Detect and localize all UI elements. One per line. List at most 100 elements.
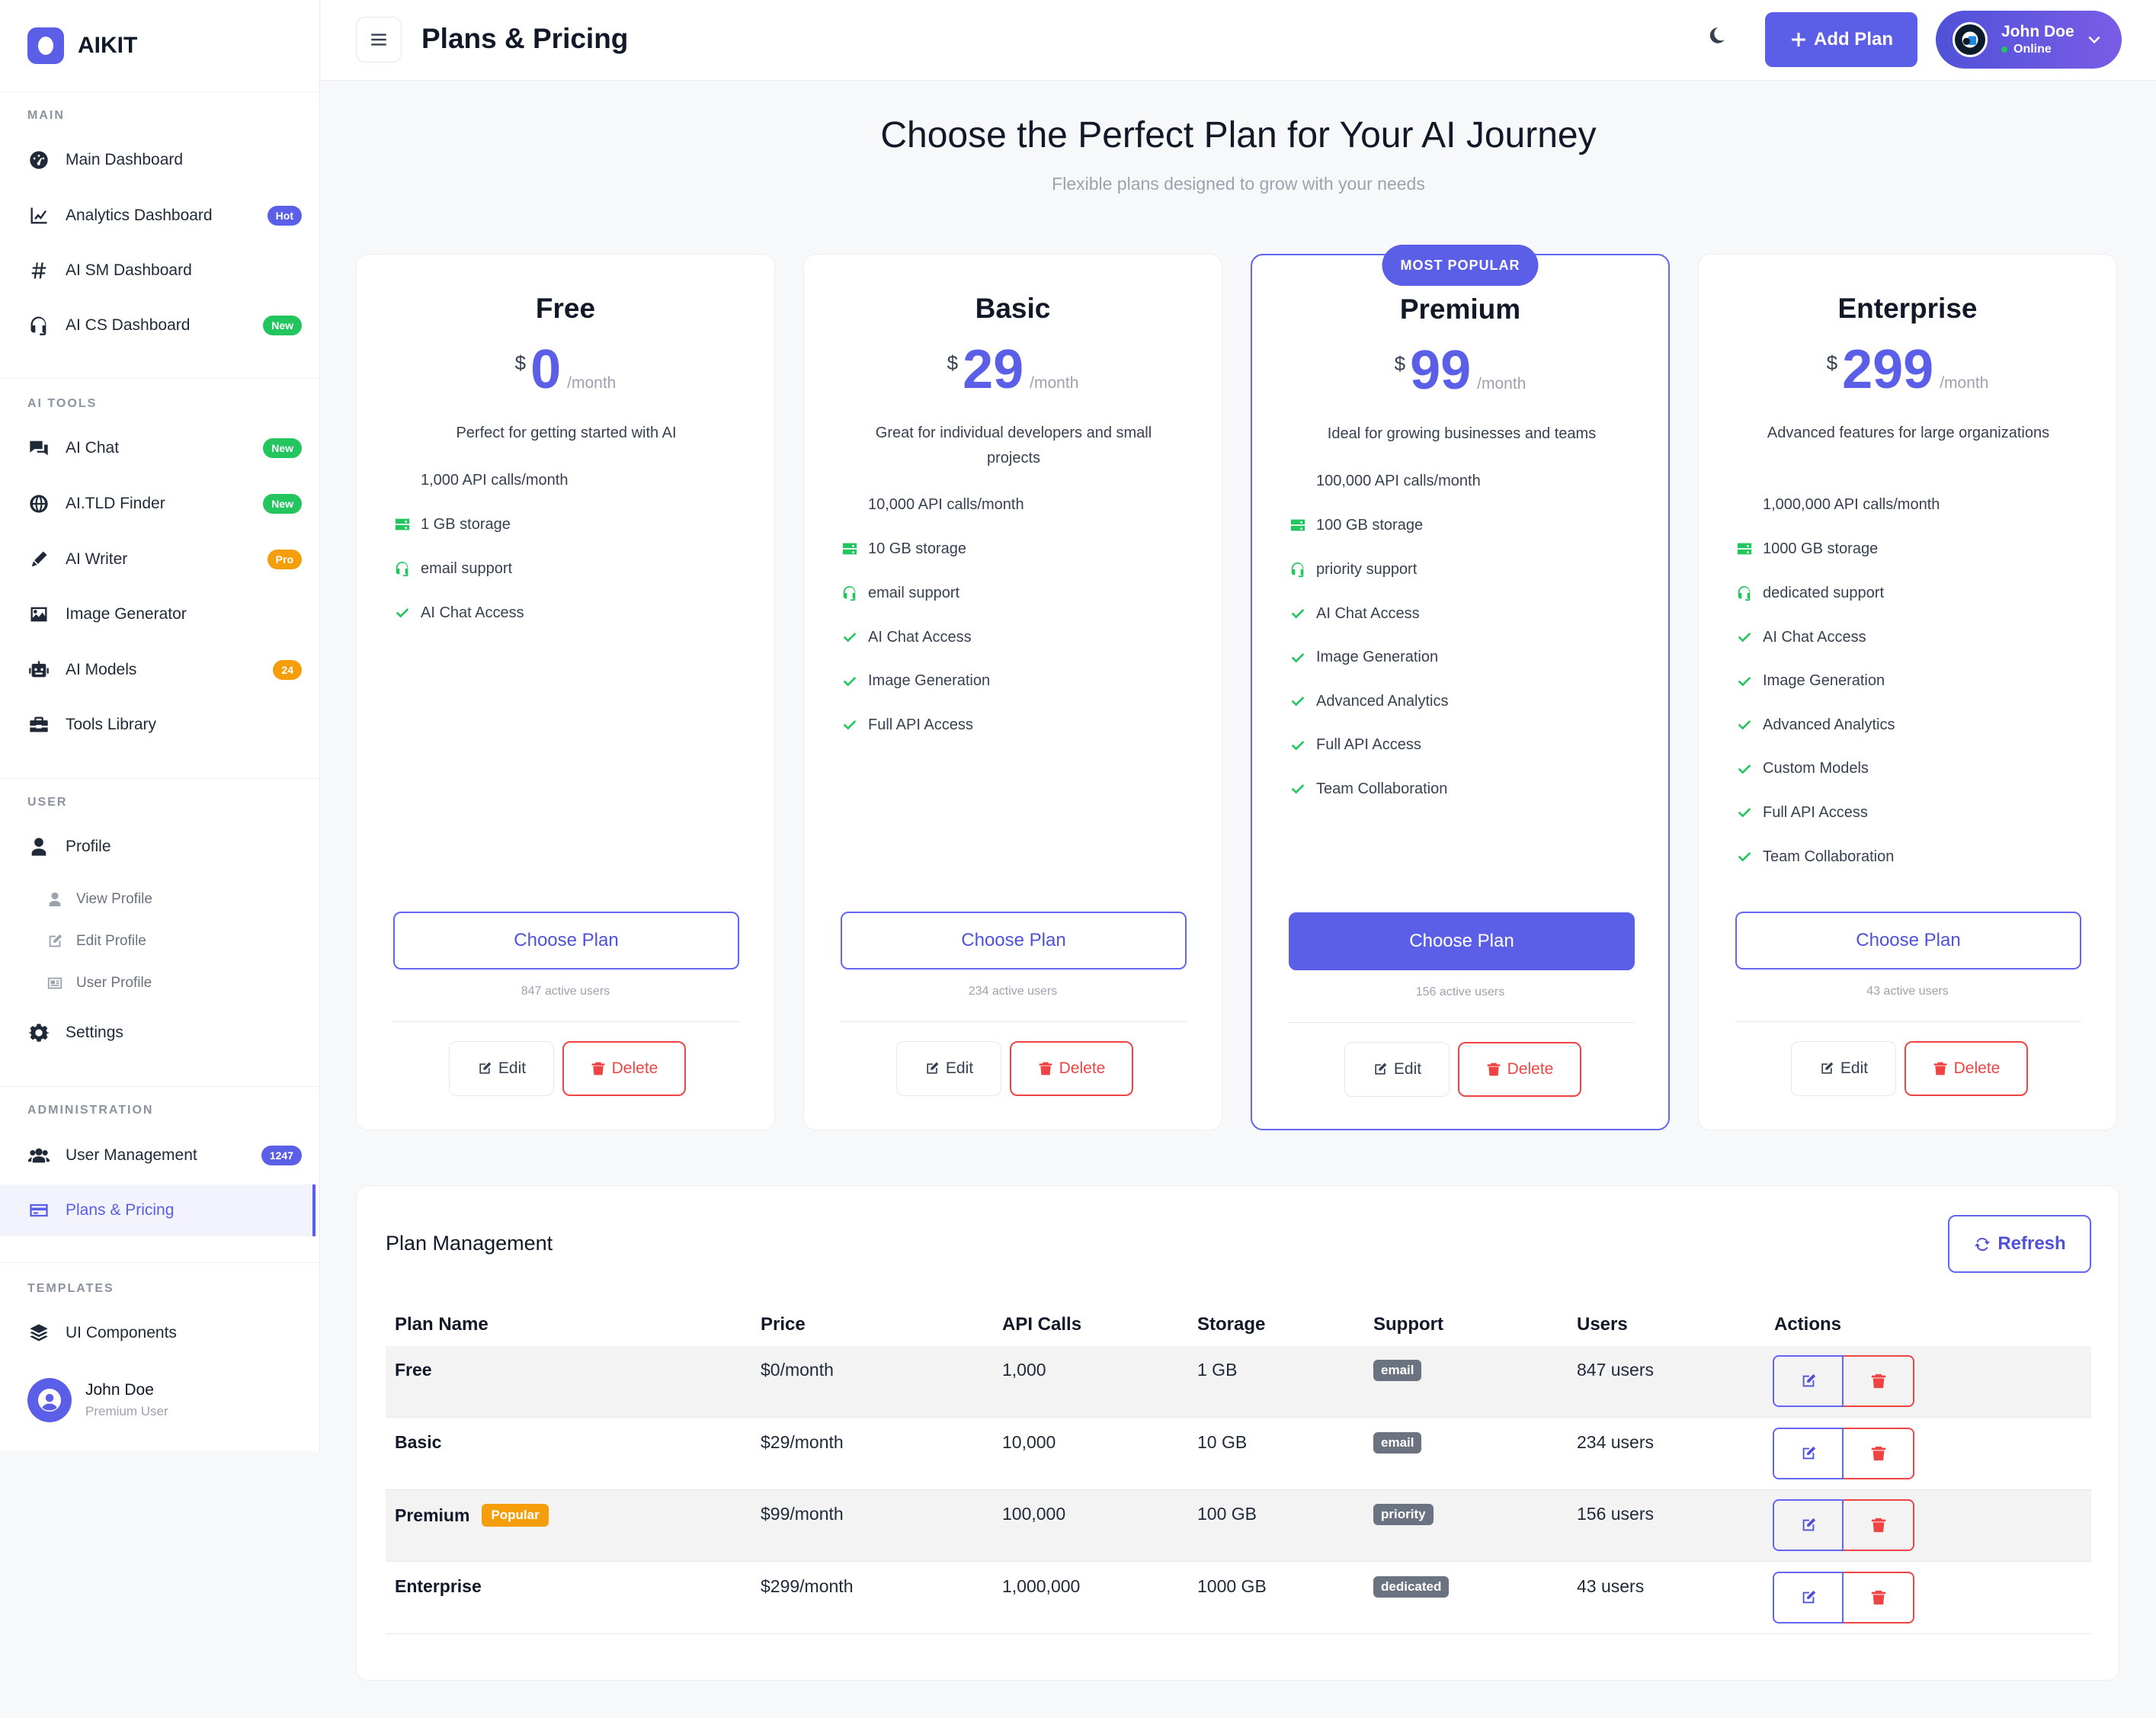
sidebar-item-ai-tld-finder[interactable]: AI.TLD Finder New bbox=[27, 485, 302, 523]
sidebar-item-ai-cs-dashboard[interactable]: AI CS Dashboard New bbox=[27, 306, 302, 345]
active-users-count: 156 active users bbox=[1415, 986, 1505, 998]
row-edit-button[interactable] bbox=[1773, 1427, 1844, 1479]
plan-description: Ideal for growing businesses and teams bbox=[1327, 425, 1597, 442]
row-delete-button[interactable] bbox=[1844, 1427, 1914, 1479]
feature-item: Full API Access bbox=[1735, 801, 1868, 824]
sidebar-item-ui-components[interactable]: UI Components bbox=[27, 1314, 302, 1352]
edit-label: Edit bbox=[498, 1059, 527, 1077]
headset-icon-wrap bbox=[393, 559, 412, 578]
feature-text: Image Generation bbox=[1316, 649, 1439, 666]
column-header: API Calls bbox=[1002, 1314, 1082, 1335]
sidebar-subitem-user-profile[interactable]: User Profile bbox=[46, 968, 152, 998]
trash-icon bbox=[1039, 1062, 1052, 1075]
most-popular-badge: MOST POPULAR bbox=[1382, 245, 1539, 286]
edit-plan-button[interactable]: Edit bbox=[449, 1041, 554, 1096]
choose-plan-button[interactable]: Choose Plan bbox=[1735, 912, 2081, 970]
cell-storage: 10 GB bbox=[1197, 1431, 1248, 1452]
sidebar-item-label: Tools Library bbox=[66, 716, 157, 733]
delete-plan-button[interactable]: Delete bbox=[1010, 1041, 1133, 1096]
sidebar-item-ai-models[interactable]: AI Models 24 bbox=[27, 651, 302, 689]
row-delete-button[interactable] bbox=[1844, 1499, 1914, 1551]
sidebar-item-analytics-dashboard[interactable]: Analytics Dashboard Hot bbox=[27, 197, 302, 235]
server-icon bbox=[1290, 519, 1305, 531]
check-icon bbox=[1738, 633, 1751, 643]
divider bbox=[0, 378, 320, 379]
plan-description: Perfect for getting started with AI bbox=[456, 425, 677, 441]
row-edit-button[interactable] bbox=[1773, 1571, 1844, 1623]
sidebar-item-ai-chat[interactable]: AI Chat New bbox=[27, 429, 302, 467]
sidebar-item-ai-sm-dashboard[interactable]: AI SM Dashboard bbox=[27, 252, 302, 290]
server-icon bbox=[395, 518, 410, 530]
dark-mode-toggle[interactable] bbox=[1706, 26, 1734, 53]
top-header: Plans & Pricing Add Plan John Doe Online bbox=[321, 0, 2156, 81]
choose-plan-button[interactable]: Choose Plan bbox=[393, 912, 739, 970]
check-icon-wrap bbox=[841, 672, 859, 691]
sidebar-subitem-label: User Profile bbox=[76, 975, 152, 991]
sidebar-item-settings[interactable]: Settings bbox=[27, 1014, 302, 1052]
menu-toggle-button[interactable] bbox=[356, 17, 402, 63]
chevron-down-icon bbox=[2088, 36, 2100, 44]
sidebar-item-label: Main Dashboard bbox=[66, 151, 184, 168]
delete-label: Delete bbox=[611, 1059, 658, 1077]
id-card-icon bbox=[46, 974, 64, 992]
popular-tag: Popular bbox=[482, 1504, 549, 1527]
feature-item: AI Chat Access bbox=[1289, 602, 1420, 625]
header-user-name: John Doe bbox=[2001, 23, 2074, 40]
choose-plan-button[interactable]: Choose Plan bbox=[1289, 912, 1635, 970]
feature-item: Full API Access bbox=[1289, 734, 1421, 757]
edit-plan-button[interactable]: Edit bbox=[1791, 1041, 1896, 1096]
delete-plan-button[interactable]: Delete bbox=[1458, 1042, 1581, 1097]
sidebar-item-image-generator[interactable]: Image Generator bbox=[27, 595, 302, 633]
sidebar-item-label: AI Writer bbox=[66, 550, 128, 568]
sidebar-item-user-management[interactable]: User Management 1247 bbox=[27, 1136, 302, 1175]
feature-text: Image Generation bbox=[1763, 672, 1885, 690]
sidebar: AIKIT MAIN Main Dashboard Analytics Dash… bbox=[0, 0, 320, 1451]
check-icon bbox=[1738, 764, 1751, 774]
feature-support: email support bbox=[393, 557, 512, 580]
sidebar-subitem-view-profile[interactable]: View Profile bbox=[46, 884, 152, 915]
feature-text: Image Generation bbox=[868, 672, 991, 690]
image-icon bbox=[27, 603, 50, 626]
feature-storage: 10 GB storage bbox=[841, 537, 966, 560]
add-plan-button[interactable]: Add Plan bbox=[1765, 12, 1917, 67]
active-nav-indicator bbox=[0, 1184, 316, 1236]
edit-plan-button[interactable]: Edit bbox=[1344, 1042, 1450, 1097]
feature-text: 1,000,000 API calls/month bbox=[1763, 495, 1940, 513]
blank-icon bbox=[841, 495, 859, 514]
divider bbox=[1289, 1022, 1635, 1023]
check-icon bbox=[1738, 808, 1751, 818]
delete-plan-button[interactable]: Delete bbox=[562, 1041, 686, 1096]
active-users-count: 43 active users bbox=[1866, 985, 1949, 998]
row-edit-button[interactable] bbox=[1773, 1355, 1844, 1407]
currency-symbol: $ bbox=[947, 351, 959, 374]
sidebar-item-label: User Management bbox=[66, 1146, 197, 1164]
sidebar-item-ai-writer[interactable]: AI Writer Pro bbox=[27, 540, 302, 579]
feature-text: AI Chat Access bbox=[868, 628, 972, 646]
cell-storage: 1 GB bbox=[1197, 1360, 1238, 1380]
row-delete-button[interactable] bbox=[1844, 1571, 1914, 1623]
user-menu-button[interactable]: John Doe Online bbox=[1936, 11, 2122, 69]
sidebar-item-profile[interactable]: Profile bbox=[27, 828, 302, 866]
delete-plan-button[interactable]: Delete bbox=[1905, 1041, 2028, 1096]
sidebar-item-plans-pricing[interactable]: Plans & Pricing bbox=[27, 1191, 302, 1229]
feature-storage: 1000 GB storage bbox=[1735, 537, 1878, 560]
row-delete-button[interactable] bbox=[1844, 1355, 1914, 1407]
new-badge: New bbox=[263, 316, 302, 335]
check-icon bbox=[1291, 652, 1305, 663]
choose-plan-button[interactable]: Choose Plan bbox=[841, 912, 1187, 970]
edit-plan-button[interactable]: Edit bbox=[896, 1041, 1001, 1096]
trash-icon bbox=[591, 1062, 604, 1075]
feature-text: 1,000 API calls/month bbox=[421, 471, 569, 489]
sidebar-user-card[interactable]: John Doe Premium User bbox=[27, 1378, 168, 1422]
check-icon-wrap bbox=[1289, 649, 1307, 667]
feature-storage: 100 GB storage bbox=[1289, 514, 1423, 537]
refresh-button[interactable]: Refresh bbox=[1948, 1215, 2091, 1273]
sidebar-subitem-edit-profile[interactable]: Edit Profile bbox=[46, 926, 146, 957]
row-edit-button[interactable] bbox=[1773, 1499, 1844, 1551]
sidebar-item-main-dashboard[interactable]: Main Dashboard bbox=[27, 141, 302, 179]
trash-icon bbox=[1871, 1590, 1885, 1604]
comments-icon bbox=[27, 437, 50, 460]
plan-name-text: Basic bbox=[395, 1431, 442, 1452]
brand[interactable]: AIKIT bbox=[27, 24, 137, 67]
sidebar-item-tools-library[interactable]: Tools Library bbox=[27, 706, 302, 744]
